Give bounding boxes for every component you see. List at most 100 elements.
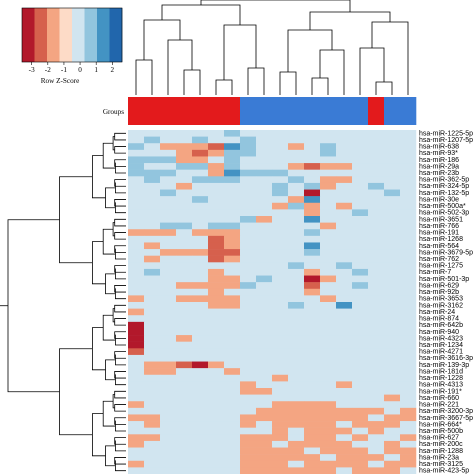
heatmap-cell: [304, 421, 321, 428]
heatmap-cell: [320, 282, 337, 290]
row-label: hsa-miR-762: [419, 256, 459, 263]
heatmap-cell: [160, 381, 177, 389]
heatmap-cell: [160, 447, 177, 455]
heatmap-cell: [144, 242, 161, 250]
heatmap-cell: [352, 216, 369, 223]
heatmap-cell: [304, 427, 321, 435]
heatmap-cell: [368, 348, 385, 356]
heatmap-cell: [288, 388, 305, 395]
heatmap-cell: [368, 434, 385, 442]
heatmap-cell: [192, 275, 209, 283]
heatmap-cell: [256, 149, 273, 157]
heatmap-cell: [144, 361, 161, 369]
heatmap-cell: [160, 262, 177, 270]
heatmap-cell: [256, 249, 273, 256]
heatmap-cell: [352, 176, 369, 184]
heatmap-cell: [400, 407, 417, 415]
heatmap-cell: [320, 163, 337, 170]
dendrogram-branch: [114, 245, 126, 253]
heatmap-cell: [192, 421, 209, 428]
heatmap-cell: [400, 368, 417, 376]
heatmap-cell: [384, 202, 401, 210]
heatmap-cell: [384, 242, 401, 250]
heatmap-cell: [256, 282, 273, 290]
heatmap-cell: [144, 288, 161, 296]
heatmap-cell: [208, 308, 225, 316]
heatmap-cell: [320, 182, 337, 190]
heatmap-cell: [256, 288, 273, 296]
heatmap-cell: [352, 308, 369, 316]
heatmap-cell: [400, 169, 417, 177]
heatmap-cell: [384, 255, 401, 263]
heatmap-cell: [400, 401, 417, 409]
heatmap-cell: [288, 163, 305, 170]
heatmap-cell: [192, 447, 209, 455]
heatmap-cell: [368, 182, 385, 190]
heatmap-cell: [208, 169, 225, 177]
heatmap-cell: [272, 328, 289, 336]
heatmap-cell: [208, 407, 225, 415]
heatmap-cell: [400, 182, 417, 190]
heatmap-cell: [400, 288, 417, 296]
heatmap-cell: [240, 130, 257, 137]
heatmap-cell: [368, 262, 385, 270]
heatmap-cell: [288, 242, 305, 250]
heatmap-cell: [400, 156, 417, 164]
heatmap-cell: [336, 255, 353, 263]
heatmap-cell: [208, 447, 225, 455]
heatmap-cell: [256, 381, 273, 389]
heatmap-cell: [240, 222, 257, 230]
heatmap-cell: [400, 149, 417, 157]
dendrogram-branch: [114, 248, 126, 260]
heatmap-cell: [176, 136, 193, 144]
heatmap-cell: [400, 255, 417, 263]
heatmap-cell: [176, 189, 193, 197]
heatmap-cell: [368, 169, 385, 177]
heatmap-cell: [368, 130, 385, 137]
row-label: hsa-miR-638: [419, 144, 459, 151]
heatmap-cell: [224, 216, 241, 223]
row-label: hsa-miR-93*: [419, 150, 458, 157]
heatmap-cell: [208, 394, 225, 402]
heatmap-cell: [304, 242, 321, 250]
row-label: hsa-miR-191*: [419, 388, 462, 395]
heatmap-cell: [128, 222, 145, 230]
dendrogram-branch: [319, 49, 345, 95]
heatmap-cell: [336, 282, 353, 290]
heatmap-cell: [384, 348, 401, 356]
heatmap-cell: [176, 196, 193, 204]
heatmap-cell: [240, 388, 257, 395]
heatmap-cell: [304, 361, 321, 369]
heatmap-cell: [176, 308, 193, 316]
heatmap-cell: [128, 156, 145, 164]
heatmap-cell: [272, 136, 289, 144]
heatmap-cell: [336, 394, 353, 402]
heatmap-cell: [144, 414, 161, 422]
heatmap-cell: [384, 149, 401, 157]
heatmap-cell: [336, 196, 353, 204]
heatmap-cell: [352, 335, 369, 342]
heatmap-cell: [272, 348, 289, 356]
heatmap-cell: [336, 354, 353, 362]
heatmap-cell: [368, 388, 385, 395]
heatmap-cell: [192, 368, 209, 376]
heatmap-cell: [176, 182, 193, 190]
heatmap-cell: [144, 407, 161, 415]
heatmap-cell: [128, 216, 145, 223]
heatmap-cell: [304, 288, 321, 296]
heatmap-cell: [240, 216, 257, 223]
row-label: hsa-miR-324-5p: [419, 183, 469, 190]
heatmap-cell: [320, 328, 337, 336]
heatmap-cell: [240, 467, 257, 474]
heatmap-cell: [128, 295, 145, 303]
heatmap-cell: [256, 460, 273, 468]
heatmap-cell: [272, 209, 289, 217]
heatmap-cell: [368, 189, 385, 197]
heatmap-cell: [192, 163, 209, 170]
row-label: hsa-miR-3125: [419, 461, 463, 468]
heatmap-cell: [160, 209, 177, 217]
heatmap-cell: [384, 275, 401, 283]
heatmap-cell: [256, 176, 273, 184]
heatmap-cell: [256, 321, 273, 329]
heatmap-cell: [320, 176, 337, 184]
